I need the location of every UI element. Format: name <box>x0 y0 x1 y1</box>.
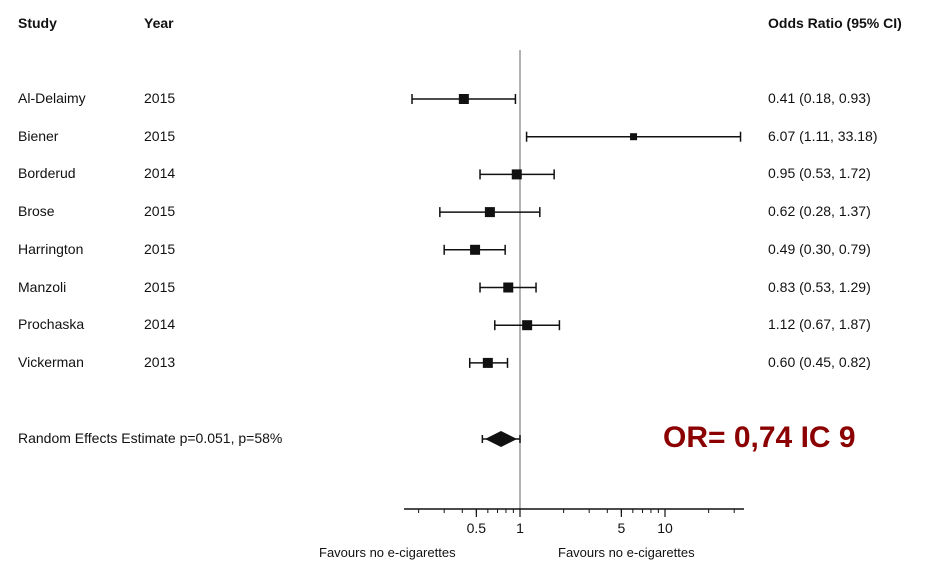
header-year: Year <box>144 15 174 31</box>
study-estimate: 0.49 (0.30, 0.79) <box>768 240 871 257</box>
tick-label: 5 <box>617 520 625 536</box>
point-estimate <box>482 357 493 368</box>
study-year: 2015 <box>144 203 176 220</box>
study-estimate: 0.95 (0.53, 1.72) <box>768 165 871 182</box>
study-name: Manzoli <box>18 278 67 295</box>
study-year: 2014 <box>144 165 176 182</box>
study-name: Prochaska <box>18 316 85 333</box>
point-estimate <box>522 320 533 331</box>
study-name: Al-Delaimy <box>18 90 86 106</box>
study-estimate: 0.60 (0.45, 0.82) <box>768 353 871 370</box>
pooled-estimate-label: Random Effects Estimate p=0.051, p=58% <box>18 430 283 446</box>
header-estimate: Odds Ratio (95% CI) <box>768 15 902 31</box>
study-year: 2014 <box>144 316 176 333</box>
tick-label: 10 <box>657 520 673 536</box>
study-estimate: 0.62 (0.28, 1.37) <box>768 203 871 220</box>
point-estimate <box>458 94 469 104</box>
or-annotation: OR= 0,74 IC 9 <box>663 421 856 454</box>
point-estimate <box>470 244 481 255</box>
study-year: 2015 <box>144 240 176 257</box>
pooled-diamond <box>485 431 518 447</box>
study-estimate: 1.12 (0.67, 1.87) <box>768 316 871 333</box>
x-caption-right: Favours no e-cigarettes <box>558 545 695 560</box>
study-estimate: 0.83 (0.53, 1.29) <box>768 278 871 295</box>
x-caption-left: Favours no e-cigarettes <box>319 545 456 560</box>
study-year: 2015 <box>144 278 176 295</box>
point-estimate <box>630 133 638 141</box>
study-year: 2015 <box>144 90 176 106</box>
point-estimate <box>511 169 522 180</box>
study-year: 2013 <box>144 353 176 370</box>
study-estimate: 0.41 (0.18, 0.93) <box>768 90 871 106</box>
study-estimate: 6.07 (1.11, 33.18) <box>768 127 878 144</box>
study-year: 2015 <box>144 127 176 144</box>
study-name: Biener <box>18 127 59 144</box>
tick-label: 0.5 <box>467 520 487 536</box>
point-estimate <box>484 207 495 218</box>
point-estimate <box>503 282 514 293</box>
study-name: Brose <box>18 203 55 220</box>
study-name: Harrington <box>18 240 84 257</box>
study-name: Vickerman <box>18 353 84 370</box>
study-name: Borderud <box>18 165 76 182</box>
tick-label: 1 <box>516 520 524 536</box>
header-study: Study <box>18 15 57 31</box>
